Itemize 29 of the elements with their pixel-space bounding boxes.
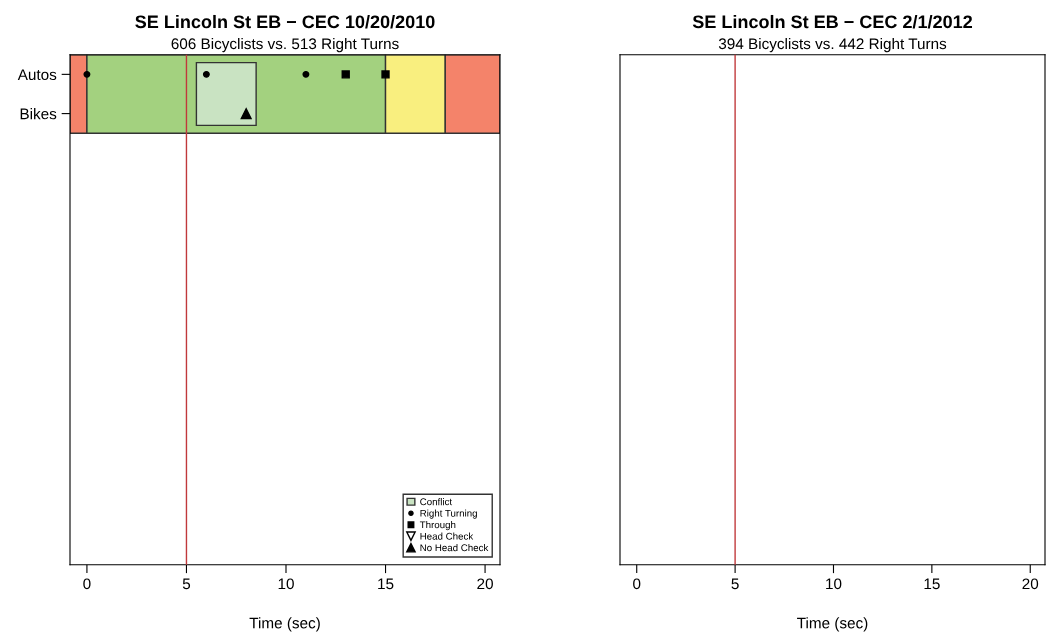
chart-subtitle: 394 Bicyclists vs. 442 Right Turns [718,37,947,53]
legend-label: No Head Check [420,544,489,552]
x-tick-label: 5 [182,578,191,590]
point [341,70,350,79]
chart-subtitle: 606 Bicyclists vs. 513 Right Turns [171,37,399,53]
x-axis-title: Time (sec) [797,617,868,632]
x-tick-label: 10 [278,578,294,590]
x-tick-label: 15 [378,578,394,590]
point [240,108,252,120]
point [381,70,390,79]
point [202,70,210,78]
point [302,70,310,78]
legend-label: Head Check [420,532,474,540]
x-tick-label: 5 [731,578,739,590]
chart-title: SE Lincoln St EB − CEC 10/20/2010 [135,14,435,29]
x-tick-label: 15 [924,578,940,590]
x-tick-label: 20 [477,578,493,590]
x-tick-label: 0 [83,578,91,590]
y-tick-label: Autos [17,69,57,81]
y-tick-label: Bikes [20,108,57,120]
legend-label: Conflict [420,498,453,506]
chart-title: SE Lincoln St EB − CEC 2/1/2012 [692,14,973,29]
x-tick-label: 20 [1022,578,1039,590]
x-axis-title: Time (sec) [249,617,320,632]
x-tick-label: 0 [633,578,641,590]
legend-label: Right Turning [420,509,477,519]
legend-label: Through [419,521,456,531]
x-tick-label: 10 [826,578,842,590]
point [83,70,91,78]
